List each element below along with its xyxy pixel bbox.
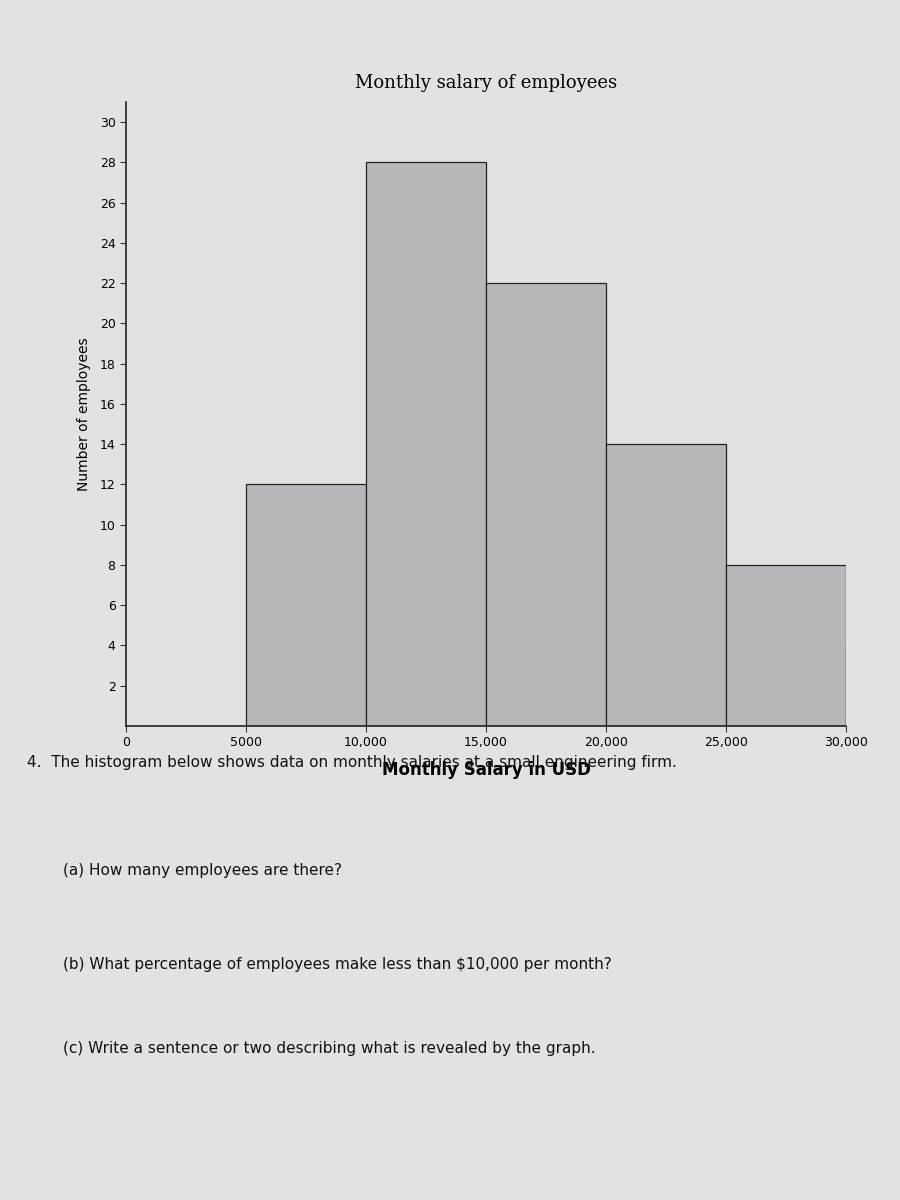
Bar xyxy=(606,444,726,726)
Bar xyxy=(726,565,846,726)
Bar xyxy=(486,283,606,726)
Bar xyxy=(246,485,366,726)
X-axis label: Monthly Salary in USD: Monthly Salary in USD xyxy=(382,761,590,779)
Title: Monthly salary of employees: Monthly salary of employees xyxy=(355,74,617,92)
Bar xyxy=(846,646,900,726)
Text: (c) Write a sentence or two describing what is revealed by the graph.: (c) Write a sentence or two describing w… xyxy=(63,1040,596,1056)
Text: 4.  The histogram below shows data on monthly salaries at a small engineering fi: 4. The histogram below shows data on mon… xyxy=(27,756,677,770)
Text: (b) What percentage of employees make less than $10,000 per month?: (b) What percentage of employees make le… xyxy=(63,956,612,972)
Text: (a) How many employees are there?: (a) How many employees are there? xyxy=(63,863,342,878)
Bar xyxy=(366,162,486,726)
Y-axis label: Number of employees: Number of employees xyxy=(77,337,92,491)
